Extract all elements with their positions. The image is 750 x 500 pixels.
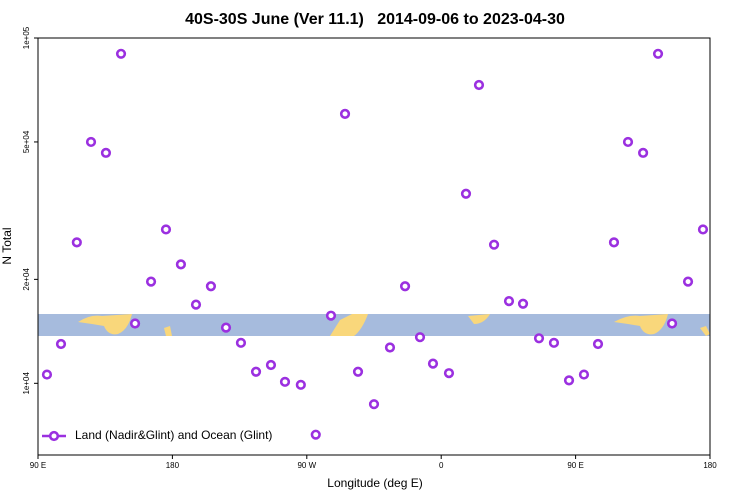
land [614,314,668,335]
land [78,314,132,335]
data-point [637,147,649,158]
y-tick-label: 1e+05 [22,26,31,49]
data-point [235,337,247,348]
data-point [533,333,545,344]
ocean-band [38,314,710,336]
data-point [503,296,515,307]
data-point [460,188,472,199]
data-point [325,310,337,321]
x-tick-label: 90 E [567,461,583,470]
data-point [666,318,678,329]
data-point [697,224,709,235]
y-tick-label: 2e+04 [22,268,31,291]
data-point [160,224,172,235]
data-point [220,322,232,333]
data-point [310,429,321,440]
data-point [608,237,620,248]
data-point [652,48,664,59]
data-point [352,366,364,377]
plot-frame [37,37,711,456]
data-point [592,338,604,350]
data-point [145,276,157,287]
data-point [190,299,202,310]
data-point [682,276,694,287]
data-point [41,369,53,380]
data-point [279,376,291,387]
data-point [175,259,187,270]
map-strip [38,314,710,336]
y-tick-label: 1e+04 [22,372,31,395]
data-point [427,358,439,369]
land [164,326,172,336]
data-point [563,375,575,386]
legend-label: Land (Nadir&Glint) and Ocean (Glint) [75,428,272,442]
chart-title: 40S-30S June (Ver 11.1) 2014-09-06 to 20… [185,11,565,28]
data-point [473,79,485,91]
x-axis-label: Longitude (deg E) [327,476,422,490]
data-point [578,369,590,380]
data-point [517,298,529,309]
data-point [339,108,351,119]
data-point [548,337,560,348]
land [330,314,368,336]
data-point [100,147,112,158]
data-point [384,342,396,353]
data-point [85,136,97,148]
data-point [443,368,455,379]
data-point [71,237,82,248]
y-tick-label: 5e+04 [22,130,31,153]
data-point [414,332,426,343]
x-tick-label: 180 [166,461,180,470]
data-point [488,239,500,250]
data-point [205,281,217,292]
x-tick-label: 0 [439,461,444,470]
data-point [295,379,306,390]
x-tick-label: 180 [703,461,717,470]
data-point [399,281,411,292]
legend-marker [48,430,60,442]
data-point [250,366,262,377]
x-tick-label: 90 E [30,461,46,470]
data-point [55,338,67,350]
data-point [129,318,141,329]
land [468,314,490,324]
data-point [265,359,277,371]
land [700,326,710,336]
x-tick-label: 90 W [297,461,316,470]
data-point [622,136,634,148]
data-point [115,48,127,59]
y-axis-label: N Total [0,227,14,264]
data-point [368,399,380,410]
